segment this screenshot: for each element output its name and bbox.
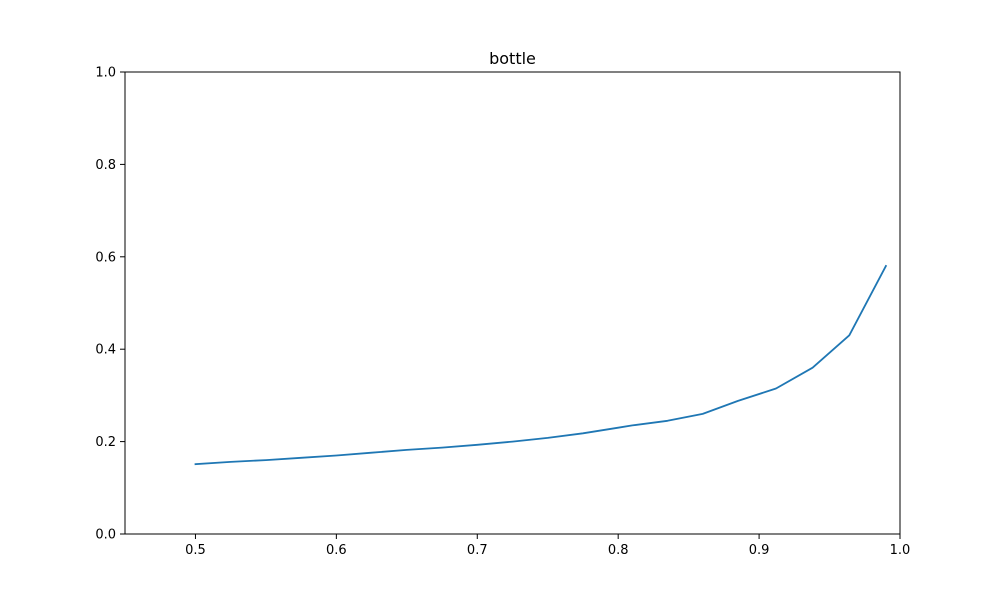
y-axis-ticks: 0.0 0.2 0.4 0.6 0.8 1.0 [95, 66, 125, 543]
x-axis-ticks: 0.5 0.6 0.7 0.8 0.9 1.0 [185, 534, 910, 558]
plot-area-frame [124, 71, 901, 535]
y-tick-label: 0.2 [95, 435, 116, 450]
series-line [194, 264, 888, 466]
x-tick-label: 1.0 [890, 543, 911, 558]
y-tick-label: 0.0 [95, 528, 116, 543]
x-tick-label: 0.8 [608, 543, 629, 558]
x-tick-label: 0.7 [467, 543, 488, 558]
x-tick-label: 0.6 [326, 543, 347, 558]
x-tick-label: 0.5 [185, 543, 206, 558]
series-layer [194, 264, 888, 466]
x-tick-label: 0.9 [749, 543, 770, 558]
y-tick-label: 1.0 [95, 66, 116, 81]
chart-title: bottle [489, 49, 536, 68]
y-tick-label: 0.6 [95, 250, 116, 265]
y-tick-label: 0.4 [95, 343, 116, 358]
y-tick-label: 0.8 [95, 158, 116, 173]
